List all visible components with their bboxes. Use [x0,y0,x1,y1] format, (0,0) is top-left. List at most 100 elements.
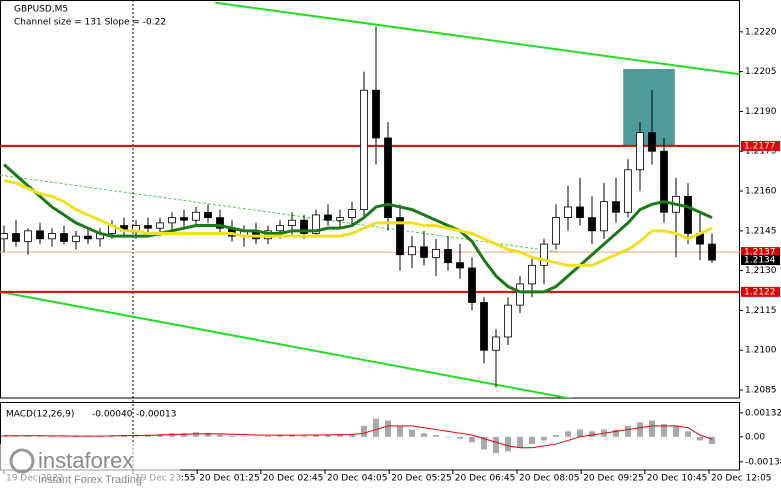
macd-bar [673,425,680,437]
macd-bar [240,436,247,437]
y-tick-label: 1.2175 [745,147,777,157]
macd-bar [457,436,464,439]
candle-body [204,211,212,218]
macd-bar [252,436,259,438]
x-tick-label: 20 Dec 02:45 [263,474,324,484]
candle-body [420,246,428,258]
candle-body [288,219,296,226]
macd-bar [421,433,428,437]
candle-body [408,246,416,256]
macd-bar [565,431,572,437]
candle-body [636,132,644,171]
level-label-bg [741,286,780,297]
candle-body [624,169,632,213]
macd-bar [276,435,283,437]
candle-body [576,206,584,218]
macd-bar [72,436,79,437]
chart-subtitle: Channel size = 131 Slope = -0.22 [14,18,166,28]
candle-body [276,225,284,232]
candle-body [372,89,380,139]
level-label-bg [741,247,780,258]
level-label-bg [741,140,780,151]
candle-body [360,89,368,211]
x-tick-label: 20 Dec 08:05 [519,474,580,484]
moving-average [3,178,713,267]
channel-line [0,174,560,253]
candle-body [516,283,524,306]
macd-bar [216,434,223,437]
macd-bar [84,436,91,438]
macd-bar [709,436,716,445]
macd-main: -0.00040 [92,410,133,420]
candle-body [12,233,20,242]
macd-bar [469,436,476,443]
macd-bar [336,434,343,437]
level-label: 1.2134 [744,256,776,266]
candle-body [708,243,716,261]
y-tick-label: 1.2190 [745,107,777,117]
macd-signal: -0.00013 [136,410,176,420]
macd-bar [649,420,656,437]
y-tick-label: 1.2115 [745,306,777,316]
candle-body [216,217,224,229]
candle-body [552,217,560,245]
macd-bar [192,432,199,437]
candle-body [684,195,692,234]
candle-body [504,304,512,338]
macd-bar [625,425,632,437]
macd-bar [264,436,271,437]
candle-body [384,137,392,218]
candle-body [0,233,8,240]
x-tick-label: 20 Dec 01:25 [199,474,260,484]
x-tick-label: 20 Dec 04:05 [327,474,388,484]
watermark-tagline: Instant Forex Trading [38,474,142,486]
x-tick-label: 20 Dec 12:05 [711,474,772,484]
macd-bar [204,432,211,437]
x-tick-label: 20 Dec 06:45 [455,474,516,484]
macd-bar [180,433,187,437]
watermark-brand: instaforex [38,448,133,473]
macd-bar [433,435,440,437]
candle-body [192,211,200,221]
macd-bar [324,434,331,437]
y-tick-label: 1.2085 [745,386,777,396]
logo-icon [9,448,35,474]
macd-bar [409,429,416,437]
candle-body [612,201,620,213]
candle-body [660,150,668,213]
x-tick-label: 20 Dec 10:45 [647,474,708,484]
candle-body [156,222,164,229]
level-label-bg [741,255,780,266]
y-tick-label: 1.2205 [745,67,777,77]
candle-body [588,217,596,232]
candle-body [600,201,608,232]
channel-line [215,1,740,76]
candle-body [144,225,152,229]
macd-y-tick-label: 0.00 [745,432,765,442]
candle-body [312,214,320,234]
candle-body [348,209,356,218]
x-tick-label: 20 Dec 05:25 [391,474,452,484]
candle-body [648,132,656,152]
candle-body [444,249,452,264]
level-label: 1.2122 [744,287,776,297]
macd-bar [36,436,43,437]
candle-body [84,235,92,240]
macd-bar [228,435,235,437]
macd-bar [685,431,692,437]
macd-signal [3,425,713,449]
candle-body [528,264,536,285]
candle-body [60,233,68,242]
candle-body [48,233,56,240]
y-tick-label: 1.2145 [745,226,777,236]
candle-body [336,217,344,221]
macd-bar [529,436,536,445]
macd-bar [288,435,295,437]
candle-body [468,267,476,303]
macd-bar [312,435,319,437]
macd-bar [697,436,704,441]
macd-readout: MACD(12,26,9) -0.00040 -0.00013 [6,410,176,420]
candle-body [180,217,188,221]
macd-bar [517,436,524,448]
